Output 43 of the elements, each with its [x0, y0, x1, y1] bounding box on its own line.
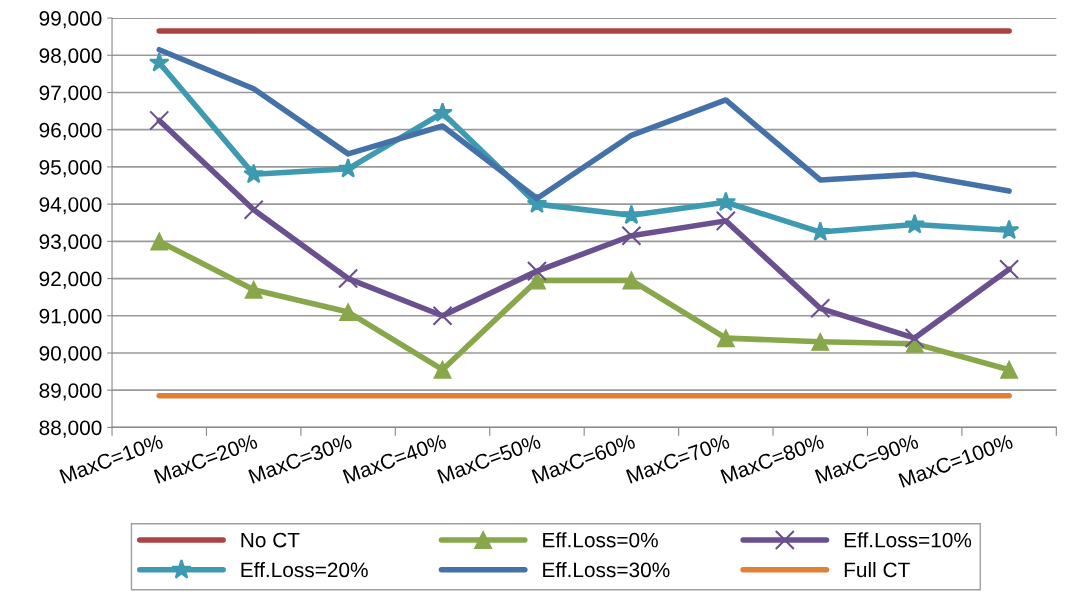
point: [149, 110, 170, 131]
point: [337, 158, 359, 178]
point: [716, 329, 735, 348]
point: [810, 298, 831, 319]
point: [622, 271, 641, 290]
legend-label: Eff.Loss=30%: [543, 562, 670, 578]
legend-label: No CT: [241, 532, 300, 548]
point: [338, 268, 359, 289]
point: [998, 219, 1020, 240]
point: [526, 261, 548, 282]
y-tick-label: 90,000: [39, 345, 102, 364]
y-tick-label: 92,000: [39, 271, 102, 289]
point: [339, 303, 358, 322]
point: [811, 332, 830, 351]
y-tick-label: 98,000: [39, 48, 102, 66]
point: [432, 102, 453, 122]
point: [150, 232, 169, 251]
y-tick-label: 89,000: [39, 383, 102, 401]
legend-label: Eff.Loss=10%: [844, 532, 972, 548]
y-tick-label: 94,000: [39, 197, 102, 215]
point: [999, 259, 1020, 280]
point: [715, 191, 737, 212]
point: [432, 305, 453, 326]
point: [244, 280, 263, 299]
y-tick-label: 97,000: [39, 85, 102, 103]
point: [621, 225, 642, 246]
y-tick-label: 91,000: [39, 308, 102, 326]
y-tick-label: 96,000: [39, 122, 102, 140]
point: [904, 213, 925, 234]
point: [1000, 360, 1019, 379]
y-tick-label: 99,000: [39, 11, 102, 29]
point: [904, 328, 925, 349]
point: [148, 51, 170, 72]
point: [243, 163, 264, 184]
legend-label: Eff.Loss=20%: [241, 562, 368, 578]
point: [715, 210, 736, 231]
point: [243, 199, 264, 220]
legend-label: Full CT: [844, 561, 910, 578]
y-tick-label: 93,000: [39, 234, 102, 252]
point: [621, 204, 642, 225]
legend-label: Eff.Loss=0%: [543, 532, 658, 548]
y-tick-label: 95,000: [39, 159, 102, 178]
point: [433, 360, 452, 379]
